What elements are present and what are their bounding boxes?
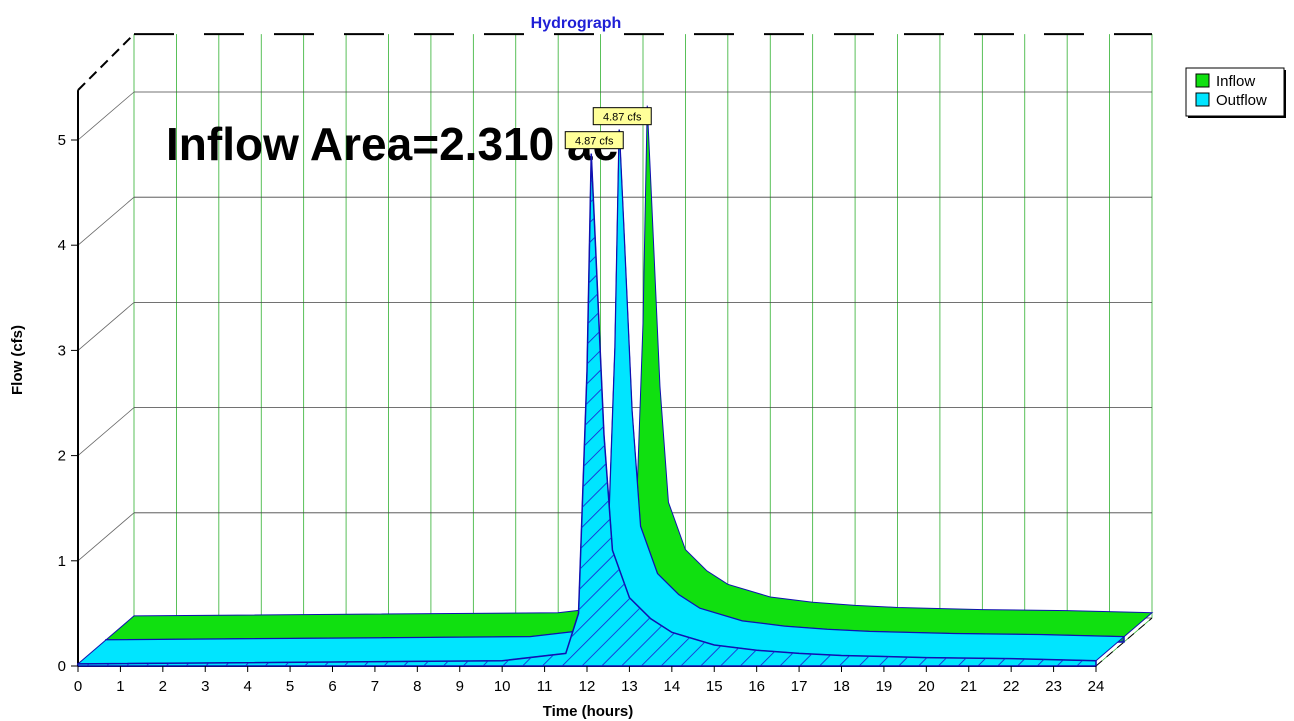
x-tick-label: 10 — [494, 678, 511, 695]
grid-line-side — [77, 302, 135, 351]
inflow-area-annotation: Inflow Area=2.310 ac — [166, 118, 618, 170]
x-tick-label: 7 — [371, 678, 379, 695]
x-axis-title: Time (hours) — [543, 703, 634, 720]
x-tick-label: 11 — [537, 678, 553, 695]
legend-entry-outflow: Outflow — [1216, 92, 1267, 109]
x-tick-label: 16 — [748, 678, 765, 695]
x-tick-label: 5 — [286, 678, 294, 695]
grid-line-side — [77, 196, 135, 246]
x-tick-label: 2 — [159, 678, 167, 695]
x-tick-label: 13 — [621, 678, 638, 695]
x-tick-label: 12 — [579, 678, 596, 695]
y-tick-label: 0 — [58, 658, 66, 675]
x-tick-label: 24 — [1088, 678, 1105, 695]
x-tick-label: 6 — [328, 678, 336, 695]
x-tick-label: 3 — [201, 678, 209, 695]
y-tick-label: 2 — [58, 448, 66, 465]
right-floor-edge — [1095, 617, 1153, 667]
y-axis-title: Flow (cfs) — [9, 325, 26, 395]
y-tick-label: 1 — [58, 553, 66, 570]
y-tick-label: 3 — [58, 342, 66, 359]
series-layer — [76, 105, 1154, 667]
y-tick-label: 5 — [58, 132, 66, 149]
x-tick-label: 15 — [706, 678, 723, 695]
x-tick-label: 21 — [960, 678, 977, 695]
tick-labels: 0 1 2 3 4 5 6 7 8 9 10 11 12 13 14 15 16 17 18 19 20 21 22 23 24… — [58, 132, 1105, 695]
peak-labels: 4.87 cfs 4.87 cfs — [564, 107, 652, 150]
grid-line-side — [77, 91, 135, 141]
y-tick-label: 4 — [58, 237, 66, 254]
frame-edge — [77, 33, 135, 91]
x-tick-label: 0 — [74, 678, 82, 695]
series-hatch-outflow — [78, 153, 1096, 666]
x-tick-label: 1 — [116, 678, 124, 695]
chart-title: Hydrograph — [531, 15, 622, 32]
peak-label-inflow: 4.87 cfs — [592, 107, 652, 126]
x-tick-label: 19 — [876, 678, 893, 695]
x-tick-label: 23 — [1045, 678, 1062, 695]
x-tick-label: 17 — [791, 678, 808, 695]
x-tick-label: 9 — [456, 678, 464, 695]
svg-text:4.87 cfs: 4.87 cfs — [575, 136, 614, 148]
x-tick-label: 20 — [918, 678, 935, 695]
x-tick-label: 4 — [243, 678, 251, 695]
grid-line-side — [77, 407, 135, 456]
legend-swatch-inflow — [1195, 73, 1210, 88]
legend: Inflow Outflow — [1185, 67, 1286, 118]
peak-label-outflow: 4.87 cfs — [564, 131, 624, 150]
legend-swatch-outflow — [1195, 92, 1210, 107]
legend-entry-inflow: Inflow — [1216, 73, 1255, 90]
x-tick-label: 8 — [413, 678, 421, 695]
x-tick-label: 18 — [833, 678, 850, 695]
grid-line-side — [77, 512, 135, 562]
svg-text:4.87 cfs: 4.87 cfs — [603, 112, 642, 124]
x-tick-label: 14 — [663, 678, 680, 695]
x-tick-label: 22 — [1003, 678, 1020, 695]
